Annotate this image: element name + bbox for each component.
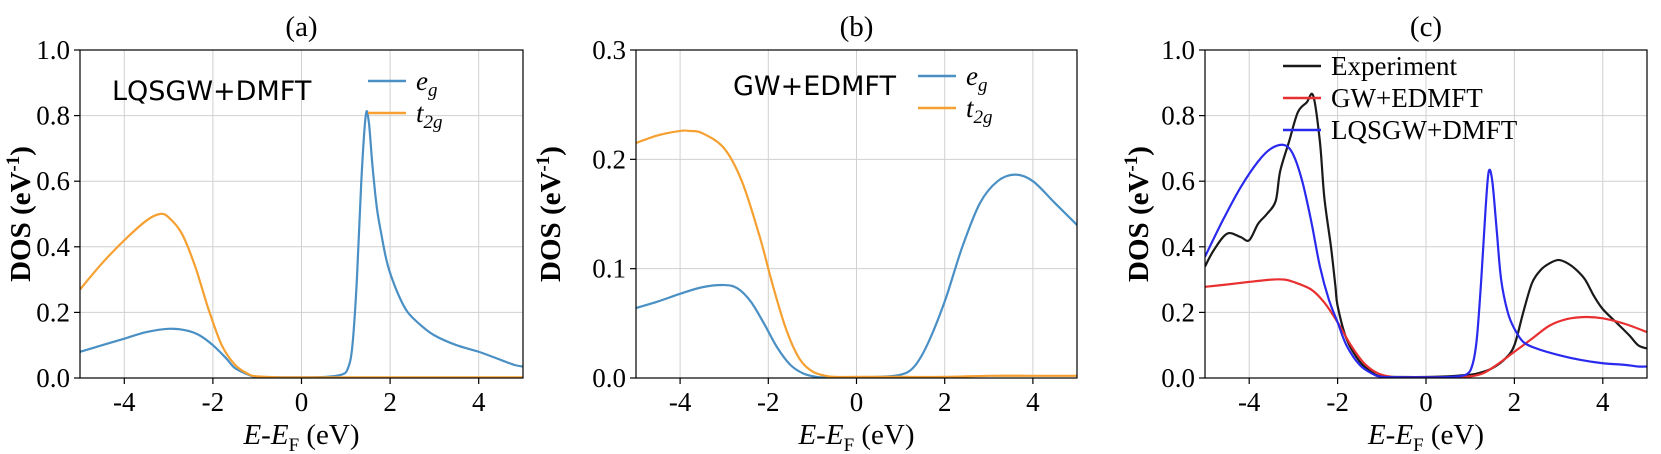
x-axis-label: E-EF (eV) (242, 419, 359, 454)
panel-title: (b) (840, 11, 874, 43)
x-tick-label: 0 (1419, 387, 1433, 417)
x-tick-label: 4 (1596, 387, 1610, 417)
panel-title: (a) (285, 11, 317, 43)
series-group (80, 110, 523, 378)
y-tick-label: 0.1 (592, 254, 626, 284)
x-tick-label: 2 (938, 387, 952, 417)
x-tick-label: 2 (383, 387, 397, 417)
y-tick-label: 0.2 (1161, 297, 1195, 327)
series-line (636, 129, 1077, 378)
y-tick-label: 0.0 (1161, 363, 1195, 393)
series-group (1205, 92, 1647, 378)
panel-a: -4 -2 0 2 4 0.0 0.2 0.4 0.6 0.8 1.0 (a) E-EF (eV) DOS… (3, 11, 524, 454)
y-tick-label: 0.2 (36, 297, 70, 327)
x-tick-label: -2 (1326, 387, 1349, 417)
y-tick-label: 0.8 (36, 101, 70, 131)
series-line (1205, 143, 1647, 378)
x-tick-label: -4 (113, 387, 136, 417)
x-tick-label: -4 (669, 387, 692, 417)
legend-label: LQSGW+DMFT (1331, 115, 1518, 145)
y-axis-label: DOS (eV-1) (3, 146, 37, 282)
x-axis-label: E-EF (eV) (1367, 419, 1484, 454)
x-tick-label: 2 (1508, 387, 1522, 417)
panel-annotation: LQSGW+DMFT (112, 76, 312, 107)
y-tick-label: 0.2 (592, 144, 626, 174)
series-line (80, 110, 523, 378)
y-tick-label: 0.8 (1161, 101, 1195, 131)
panel-b: -4 -2 0 2 4 0.0 0.1 0.2 0.3 (b) E-EF (eV) DOS (eV-1… (533, 11, 1078, 454)
y-tick-label: 1.0 (36, 35, 70, 65)
x-tick-label: 4 (1026, 387, 1040, 417)
legend-label: GW+EDMFT (1331, 83, 1483, 113)
x-tick-label: 0 (295, 387, 309, 417)
x-tick-label: 4 (472, 387, 486, 417)
y-tick-label: 0.6 (36, 166, 70, 196)
x-tick-label: -2 (757, 387, 780, 417)
x-axis-label: E-EF (eV) (797, 419, 914, 454)
y-axis-label: DOS (eV-1) (533, 146, 567, 282)
panel-title: (c) (1410, 11, 1442, 43)
panel-c: -4 -2 0 2 4 0.0 0.2 0.4 0.6 0.8 1.0 (c) E-EF (eV) DOS… (1121, 11, 1648, 454)
y-tick-label: 0.6 (1161, 166, 1195, 196)
legend-label: t2g (966, 93, 993, 128)
y-tick-label: 0.0 (592, 363, 626, 393)
x-tick-label: -4 (1238, 387, 1261, 417)
x-tick-label: 0 (850, 387, 864, 417)
legend-label: eg (966, 61, 987, 96)
x-tick-label: -2 (202, 387, 225, 417)
y-tick-label: 1.0 (1161, 35, 1195, 65)
panel-annotation: GW+EDMFT (733, 71, 896, 102)
y-tick-label: 0.0 (36, 363, 70, 393)
y-tick-label: 0.4 (36, 232, 70, 262)
legend-label: Experiment (1331, 51, 1457, 81)
y-tick-label: 0.3 (592, 35, 626, 65)
y-tick-label: 0.4 (1161, 232, 1195, 262)
legend-label: eg (416, 66, 437, 101)
y-axis-label: DOS (eV-1) (1121, 146, 1155, 282)
series-line (80, 212, 523, 378)
legend-label: t2g (416, 98, 443, 133)
